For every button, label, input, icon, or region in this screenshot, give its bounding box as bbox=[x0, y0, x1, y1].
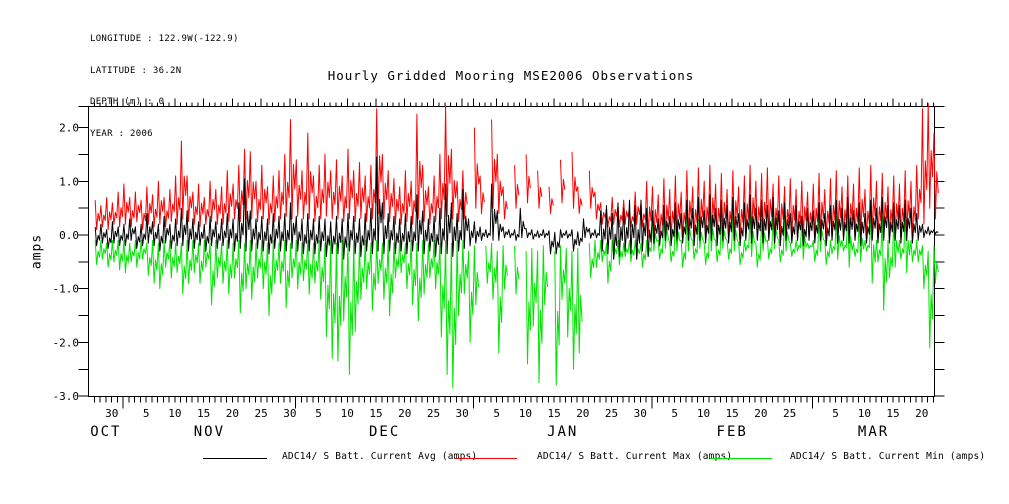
x-tick-label: 25 bbox=[427, 407, 440, 420]
x-tick-label: 30 bbox=[283, 407, 296, 420]
x-tick-label: 25 bbox=[254, 407, 267, 420]
series-min bbox=[94, 210, 939, 389]
chart-title: Hourly Gridded Mooring MSE2006 Observati… bbox=[327, 68, 695, 83]
y-tick-label: 1.0 bbox=[59, 175, 79, 188]
series-avg bbox=[94, 156, 939, 260]
month-label: FEB bbox=[717, 424, 748, 440]
x-tick-label: 25 bbox=[605, 407, 618, 420]
x-tick-label: 10 bbox=[697, 407, 710, 420]
x-tick-label: 20 bbox=[754, 407, 767, 420]
legend-line-avg bbox=[203, 458, 267, 459]
y-tick-label: -1.0 bbox=[53, 283, 80, 296]
x-tick-label: 10 bbox=[341, 407, 354, 420]
x-tick-label: 20 bbox=[576, 407, 589, 420]
legend-label-avg: ADC14/ S Batt. Current Avg (amps) bbox=[282, 451, 478, 462]
x-tick-label: 20 bbox=[398, 407, 411, 420]
legend-line-min bbox=[710, 458, 772, 459]
month-label: MAR bbox=[858, 424, 889, 440]
station-metadata: LONGITUDE : 122.9W(-122.9) LATITUDE : 36… bbox=[90, 13, 239, 160]
depth-label: DEPTH (m) : 0 bbox=[90, 97, 165, 107]
month-label: DEC bbox=[369, 424, 400, 440]
x-tick-label: 20 bbox=[226, 407, 239, 420]
longitude-label: LONGITUDE : 122.9W(-122.9) bbox=[90, 34, 239, 44]
x-tick-label: 15 bbox=[369, 407, 382, 420]
x-tick-label: 15 bbox=[726, 407, 739, 420]
x-tick-label: 15 bbox=[197, 407, 210, 420]
x-tick-label: 30 bbox=[456, 407, 469, 420]
latitude-label: LATITUDE : 36.2N bbox=[90, 65, 182, 76]
x-tick-label: 5 bbox=[832, 407, 839, 420]
x-tick-label: 20 bbox=[915, 407, 928, 420]
x-tick-label: 30 bbox=[105, 407, 118, 420]
x-tick-label: 30 bbox=[634, 407, 647, 420]
month-label: NOV bbox=[194, 424, 225, 440]
y-tick-label: -3.0 bbox=[53, 390, 80, 403]
x-tick-label: 25 bbox=[783, 407, 796, 420]
month-label: OCT bbox=[90, 424, 121, 440]
x-tick-label: 15 bbox=[886, 407, 899, 420]
legend-label-min: ADC14/ S Batt. Current Min (amps) bbox=[790, 451, 986, 462]
x-tick-label: 10 bbox=[519, 407, 532, 420]
x-tick-label: 10 bbox=[858, 407, 871, 420]
y-tick-label: 2.0 bbox=[59, 122, 79, 135]
month-label: JAN bbox=[547, 424, 578, 440]
x-tick-label: 5 bbox=[671, 407, 678, 420]
y-tick-label: -2.0 bbox=[53, 336, 80, 349]
series-max bbox=[94, 102, 939, 239]
year-label: YEAR : 2006 bbox=[90, 128, 153, 139]
x-tick-label: 10 bbox=[168, 407, 181, 420]
y-tick-label: 0.0 bbox=[59, 229, 79, 242]
x-tick-label: 15 bbox=[547, 407, 560, 420]
legend-label-max: ADC14/ S Batt. Current Max (amps) bbox=[537, 451, 733, 462]
x-tick-label: 5 bbox=[315, 407, 322, 420]
legend-line-max bbox=[455, 458, 517, 459]
x-tick-label: 5 bbox=[143, 407, 150, 420]
x-tick-label: 5 bbox=[493, 407, 500, 420]
